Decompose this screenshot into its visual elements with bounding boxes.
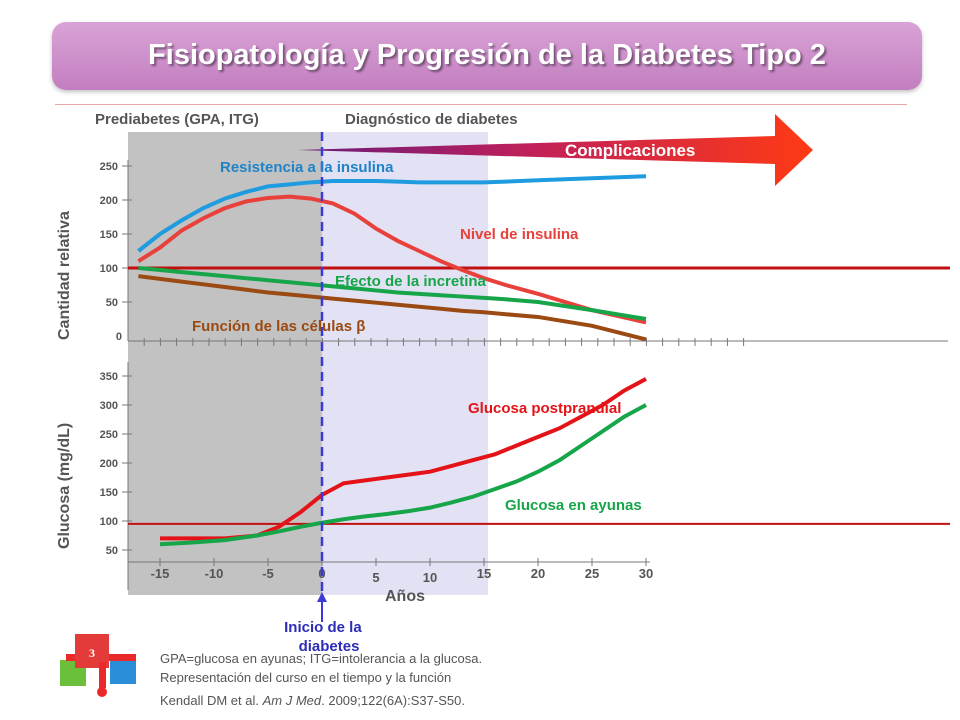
series-efecto-incretina	[138, 266, 647, 321]
complications-arrow	[298, 114, 813, 186]
title-bar: Fisiopatología y Progresión de la Diabet…	[52, 22, 922, 90]
slide-title: Fisiopatología y Progresión de la Diabet…	[148, 39, 826, 71]
citation-authors: Kendall DM et al.	[160, 693, 263, 708]
label-resistencia-insulina: Resistencia a la insulina	[220, 159, 394, 176]
top-y-tick-label: 200	[100, 195, 118, 207]
x-tick-label: -5	[262, 566, 274, 581]
label-funcion-celulas-beta: Función de las células β	[192, 318, 365, 335]
top-y-tick-label: 150	[100, 229, 118, 241]
series-funcion-celulas-beta	[138, 274, 647, 342]
bottom-y-tick-label: 100	[100, 516, 118, 528]
title-divider	[55, 104, 907, 105]
top-y-axis-title: Cantidad relativa	[56, 211, 73, 340]
slide-number: 3	[89, 646, 95, 660]
onset-label: Inicio de la diabetes	[284, 619, 366, 655]
citation-rest: . 2009;122(6A):S37-S50.	[321, 693, 465, 708]
x-tick-label: 15	[477, 566, 491, 581]
bottom-y-tick-label: 300	[100, 400, 118, 412]
label-efecto-incretina: Efecto de la incretina	[335, 273, 487, 290]
bottom-y-tick-label: 50	[106, 545, 118, 557]
logo-blue-square	[110, 658, 136, 684]
diagnosis-label: Diagnóstico de diabetes	[345, 111, 518, 128]
top-y-tick-label: 0	[116, 331, 122, 343]
label-glucosa-postprandial: Glucosa postprandial	[468, 400, 621, 417]
bottom-y-tick-label: 200	[100, 458, 118, 470]
x-axis-title: Años	[385, 588, 425, 605]
series-nivel-insulina	[137, 194, 647, 325]
x-tick-label: 20	[531, 566, 545, 581]
prediabetes-label: Prediabetes (GPA, ITG)	[95, 111, 259, 128]
series-glucosa-postprandial	[160, 377, 647, 541]
onset-arrow-head	[317, 592, 327, 602]
x-tick-label: 25	[585, 566, 599, 581]
diagnosis-phase-band	[322, 132, 488, 595]
prediabetes-phase-band	[128, 132, 322, 595]
footnote-abbreviations: GPA=glucosa en ayunas; ITG=intolerancia …	[160, 651, 483, 666]
logo-stem	[99, 662, 106, 688]
complications-label: Complicaciones	[565, 141, 695, 160]
x-tick-label: -10	[205, 566, 224, 581]
x-tick-label: 10	[423, 570, 437, 585]
bottom-y-tick-label: 150	[100, 487, 118, 499]
top-y-tick-label: 100	[100, 263, 118, 275]
top-y-tick-label: 50	[106, 297, 118, 309]
slide-logo: 3	[58, 632, 148, 698]
logo-dot	[97, 687, 107, 697]
x-tick-label: 5	[372, 570, 379, 585]
bottom-y-axis-title: Glucosa (mg/dL)	[56, 423, 73, 549]
footnote-citation: Kendall DM et al. Am J Med. 2009;122(6A)…	[160, 693, 465, 708]
citation-journal: Am J Med	[262, 693, 322, 708]
bottom-y-tick-label: 350	[100, 371, 118, 383]
label-glucosa-ayunas: Glucosa en ayunas	[505, 497, 642, 514]
footnote-representation: Representación del curso en el tiempo y …	[160, 670, 452, 685]
label-nivel-insulina: Nivel de insulina	[460, 226, 579, 243]
series-resistencia-insulina	[137, 174, 647, 253]
bottom-y-tick-label: 250	[100, 429, 118, 441]
x-tick-label: 30	[639, 566, 653, 581]
series-glucosa-ayunas	[159, 403, 647, 547]
x-tick-label: -15	[151, 566, 170, 581]
top-y-tick-label: 250	[100, 161, 118, 173]
